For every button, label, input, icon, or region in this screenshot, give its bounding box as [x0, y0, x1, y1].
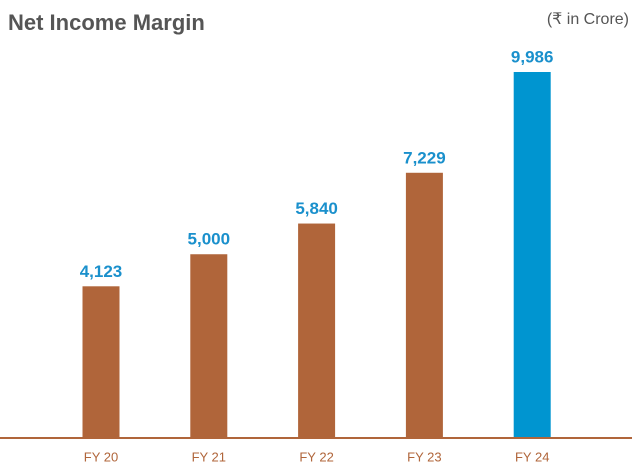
- bar: [82, 286, 120, 437]
- value-label: 9,986: [511, 47, 554, 66]
- x-tick-label: FY 23: [407, 449, 441, 464]
- bar: [513, 72, 551, 437]
- x-tick-label: FY 24: [515, 449, 549, 464]
- bar: [298, 223, 336, 437]
- x-tick-label: FY 20: [84, 449, 118, 464]
- chart-title: Net Income Margin: [8, 10, 205, 35]
- value-label: 5,000: [188, 230, 231, 249]
- x-tick-label: FY 22: [299, 449, 333, 464]
- value-label: 5,840: [295, 199, 338, 218]
- bar: [405, 172, 443, 437]
- value-label: 7,229: [403, 148, 446, 167]
- bar: [190, 254, 228, 437]
- unit-label: (₹ in Crore): [547, 11, 629, 28]
- x-tick-label: FY 21: [192, 449, 226, 464]
- value-label: 4,123: [80, 262, 123, 281]
